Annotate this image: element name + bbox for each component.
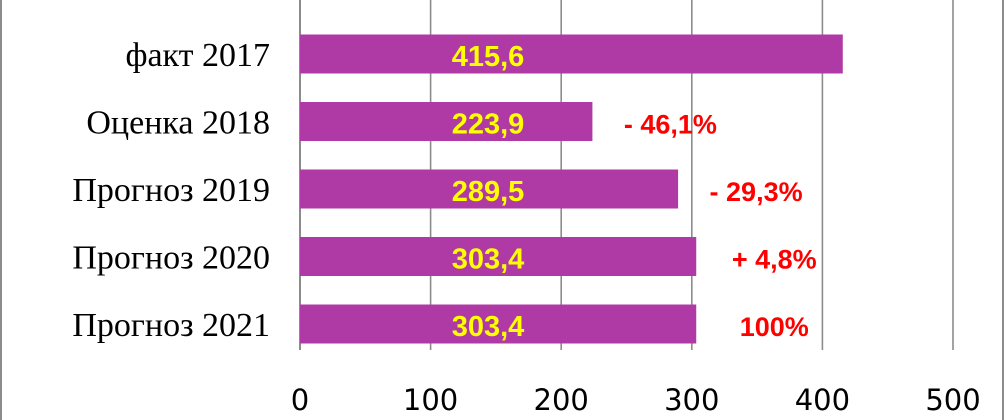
value-label: 303,4 [452, 311, 525, 343]
x-tick-label: 100 [403, 383, 458, 417]
change-annotation: + 4,8% [732, 245, 817, 275]
bar [300, 169, 679, 209]
category-label: Прогноз 2020 [72, 240, 270, 277]
value-label: 289,5 [452, 176, 525, 208]
x-tick-label: 300 [664, 383, 719, 417]
category-label: Прогноз 2021 [72, 307, 270, 344]
x-tick-labels: 0 100 200 300 400 500 [291, 383, 981, 417]
x-tick-label: 200 [534, 383, 589, 417]
x-tick-label: 400 [795, 383, 850, 417]
x-tick-label: 0 [291, 383, 309, 417]
bar [300, 102, 593, 141]
value-labels: 415,6 223,9 289,5 303,4 303,4 [452, 41, 525, 343]
bars [300, 34, 843, 344]
change-annotations: - 46,1% - 29,3% + 4,8% 100% [624, 110, 817, 343]
bar [300, 34, 843, 74]
category-label: факт 2017 [125, 37, 270, 74]
bar [300, 237, 697, 276]
category-label: Оценка 2018 [86, 105, 270, 142]
category-label: Прогноз 2019 [72, 172, 270, 209]
x-tick-label: 500 [925, 383, 980, 417]
value-label: 223,9 [452, 109, 525, 141]
change-annotation: - 46,1% [624, 110, 717, 140]
change-annotation: - 29,3% [710, 177, 803, 207]
category-labels: факт 2017 Оценка 2018 Прогноз 2019 Прогноз … [72, 37, 270, 344]
bar [300, 304, 697, 344]
value-label: 303,4 [452, 244, 525, 276]
change-annotation: 100% [740, 312, 809, 342]
value-label: 415,6 [452, 41, 525, 73]
